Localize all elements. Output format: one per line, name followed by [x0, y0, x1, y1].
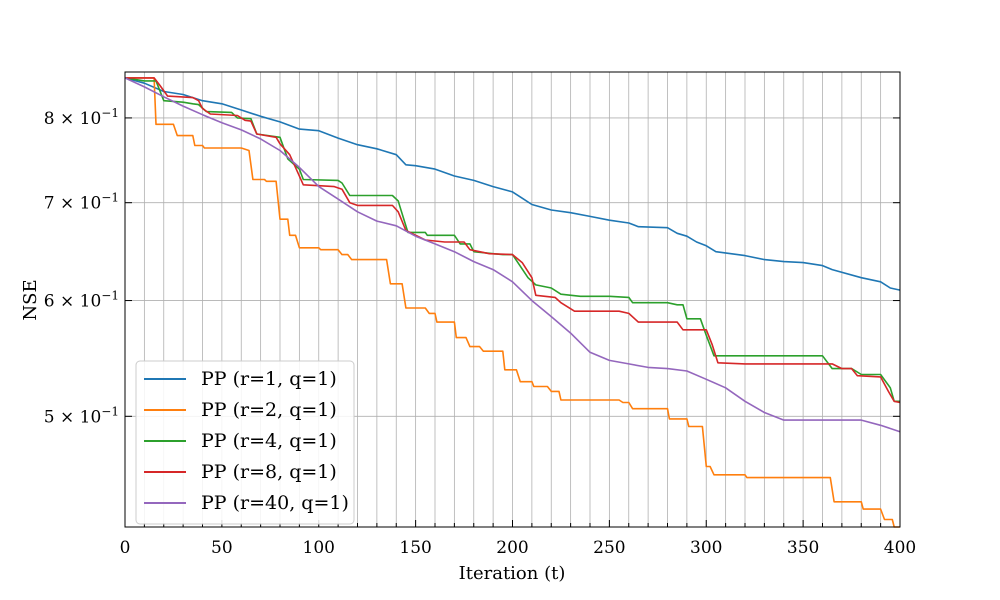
- legend-label-5: PP (r=40, q=1): [201, 492, 349, 514]
- x-tick-label: 50: [211, 538, 233, 558]
- legend-label-4: PP (r=8, q=1): [201, 461, 337, 483]
- y-tick-label: 5 × 10−1: [44, 404, 119, 427]
- series-layer: [124, 77, 901, 528]
- series-line-1: [124, 77, 901, 291]
- tick-labels: 0 50 100 150 200 250 300 350 400 5 × 10−1 6 × 10−1…: [44, 106, 916, 558]
- y-axis-title: NSE: [20, 279, 41, 320]
- series-line-5: [124, 77, 901, 433]
- legend-box: [135, 360, 355, 525]
- series-line-3: [124, 77, 900, 403]
- x-axis-title: Iteration (t): [459, 563, 566, 584]
- y-tick-label: 8 × 10−1: [44, 106, 119, 129]
- legend: PP (r=1, q=1) PP (r=2, q=1) PP (r=4, q=1) P…: [135, 360, 355, 525]
- y-tick-label: 7 × 10−1: [44, 191, 119, 214]
- series-line-4: [125, 77, 901, 404]
- x-tick-label: 100: [303, 538, 335, 558]
- x-tick-label: 350: [787, 538, 819, 558]
- series-line-2: [125, 77, 900, 528]
- legend-label-3: PP (r=4, q=1): [201, 430, 337, 452]
- x-tick-label: 200: [496, 538, 528, 558]
- y-tick-label: 6 × 10−1: [44, 289, 119, 312]
- x-tick-label: 0: [120, 538, 131, 558]
- legend-label-1: PP (r=1, q=1): [201, 368, 337, 390]
- x-tick-label: 250: [593, 538, 625, 558]
- x-tick-label: 300: [690, 538, 722, 558]
- x-tick-label: 400: [884, 538, 916, 558]
- x-tick-label: 150: [399, 538, 431, 558]
- legend-label-2: PP (r=2, q=1): [201, 399, 337, 421]
